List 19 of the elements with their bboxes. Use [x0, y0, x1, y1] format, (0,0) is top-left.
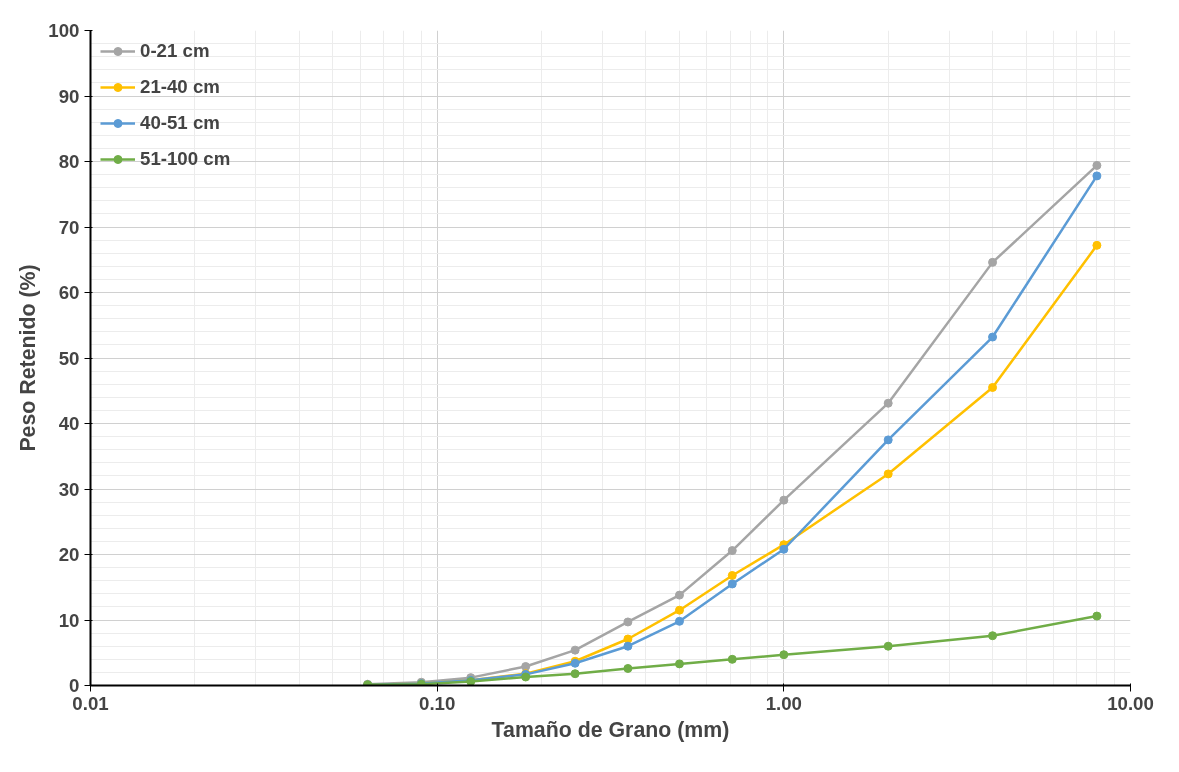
y-tick-label: 30	[58, 478, 80, 500]
y-tick-label: 40	[58, 413, 80, 434]
x-tick-label: 0.10	[419, 692, 456, 714]
y-tick-label: 10	[58, 609, 80, 631]
y-axis-title: Peso Retenido (%)	[16, 264, 41, 452]
x-tick-label: 10.00	[1107, 692, 1154, 714]
legend-label: 0-21 cm	[140, 40, 210, 62]
y-tick-label: 60	[58, 282, 80, 303]
x-tick-label: 1.00	[765, 692, 802, 714]
legend-label: 21-40 cm	[140, 76, 220, 98]
legend-label: 51-100 cm	[140, 148, 231, 170]
legend-label: 40-51 cm	[140, 112, 220, 134]
y-tick-label: 50	[58, 347, 80, 369]
x-axis-title: Tamaño de Grano (mm)	[491, 717, 730, 742]
y-tick-label: 70	[58, 216, 80, 238]
y-tick-label: 100	[48, 20, 80, 41]
y-tick-label: 80	[58, 151, 80, 172]
y-tick-label: 90	[58, 85, 80, 107]
y-tick-label: 20	[58, 544, 80, 565]
